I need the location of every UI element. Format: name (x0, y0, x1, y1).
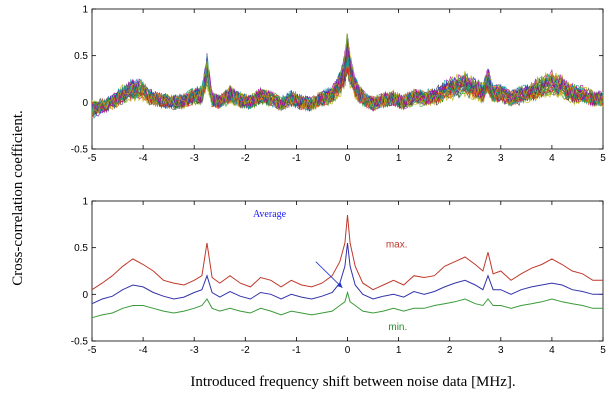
annotation-min: min. (388, 322, 407, 333)
top-series-line (91, 56, 604, 117)
y-axis-label: Cross-correlation coefficient. (10, 110, 26, 286)
series-max-line (91, 214, 603, 291)
x-tick-label: -3 (190, 345, 199, 356)
top-series-line (91, 33, 604, 116)
x-tick-label: -5 (88, 153, 97, 164)
annotation-max: max. (386, 240, 408, 251)
x-tick-label: 4 (549, 345, 555, 356)
x-tick-label: 1 (396, 345, 402, 356)
x-tick-label: -2 (241, 153, 250, 164)
x-tick-label: -5 (88, 345, 97, 356)
x-tick-label: -3 (190, 153, 199, 164)
x-tick-label: 5 (600, 345, 606, 356)
x-tick-label: 3 (498, 153, 504, 164)
annotation-arrow-head (336, 282, 343, 288)
y-tick-label: 0 (82, 98, 88, 109)
y-tick-label: 1 (82, 197, 88, 208)
bottom-panel: -5 -4 -3 -2 -1 0 1 2 3 4 5 -0.5 0 0.5 1 Average max. min. (71, 197, 606, 357)
plot-frame (91, 8, 604, 150)
x-tick-label: 1 (396, 153, 402, 164)
x-tick-label: 4 (549, 153, 555, 164)
x-tick-label: -1 (292, 153, 301, 164)
x-tick-label: -2 (241, 345, 250, 356)
series-min-line (91, 290, 603, 319)
y-tick-label: -0.5 (71, 337, 89, 348)
x-tick-label: 2 (447, 345, 453, 356)
y-tick-label: -0.5 (71, 145, 89, 156)
x-tick-label: 2 (447, 153, 453, 164)
annotation-arrow-line (315, 261, 343, 289)
x-tick-label: 5 (600, 153, 606, 164)
y-tick-label: 0.5 (74, 51, 88, 62)
x-tick-label: 3 (498, 345, 504, 356)
annotation-average: Average (253, 209, 287, 220)
series-average-line (91, 242, 603, 305)
x-tick-label: -4 (139, 345, 148, 356)
x-tick-label: -4 (139, 153, 148, 164)
top-panel: -5 -4 -3 -2 -1 0 1 2 3 4 5 -0.5 0 0.5 1 (71, 5, 606, 165)
x-tick-label: 0 (345, 153, 351, 164)
x-tick-label: -1 (292, 345, 301, 356)
y-tick-label: 0.5 (74, 243, 88, 254)
x-tick-label: 0 (345, 345, 351, 356)
y-tick-label: 0 (82, 290, 88, 301)
y-tick-label: 1 (82, 5, 88, 16)
x-axis-label: Introduced frequency shift between noise… (190, 374, 515, 390)
